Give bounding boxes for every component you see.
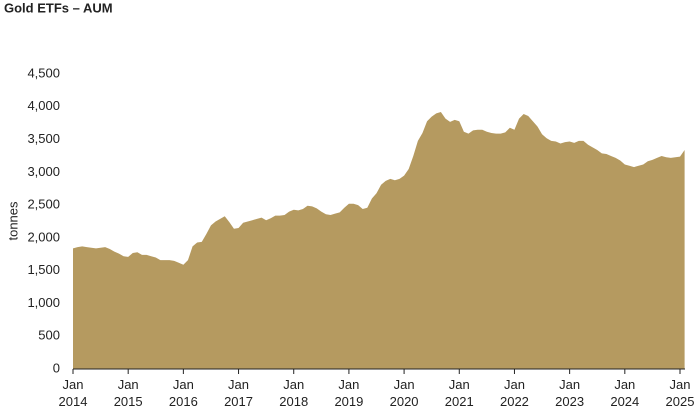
chart-title: Gold ETFs – AUM (4, 0, 113, 15)
x-tick-label: Jan 2019 (334, 377, 364, 409)
x-tick-label: Jan 2014 (58, 377, 88, 409)
y-tick-label: 4,000 (27, 98, 60, 113)
x-tick-label: Jan 2024 (610, 377, 640, 409)
x-tick-label: Jan 2023 (555, 377, 585, 409)
y-tick-label: 500 (38, 328, 60, 343)
x-tick-label: Jan 2015 (113, 377, 143, 409)
x-tick-label: Jan 2016 (168, 377, 198, 409)
y-tick-label: 1,500 (27, 262, 60, 277)
y-axis-label: tonnes (5, 201, 20, 241)
y-tick-label: 2,500 (27, 197, 60, 212)
x-tick-label: Jan 2017 (224, 377, 253, 409)
x-tick-label: Jan 2020 (389, 377, 419, 409)
x-tick-label: Jan 2022 (499, 377, 529, 409)
y-tick-label: 3,000 (27, 164, 60, 179)
x-tick-label: Jan 2025 (665, 377, 695, 409)
y-tick-label: 3,500 (27, 131, 60, 146)
y-tick-label: 2,000 (27, 229, 60, 244)
area (73, 112, 685, 370)
y-tick-label: 1,000 (27, 295, 60, 310)
x-tick-label: Jan 2018 (279, 377, 309, 409)
x-tick-label: Jan 2021 (444, 377, 474, 409)
y-tick-label: 4,500 (27, 65, 60, 80)
y-tick-label: 0 (53, 360, 60, 375)
